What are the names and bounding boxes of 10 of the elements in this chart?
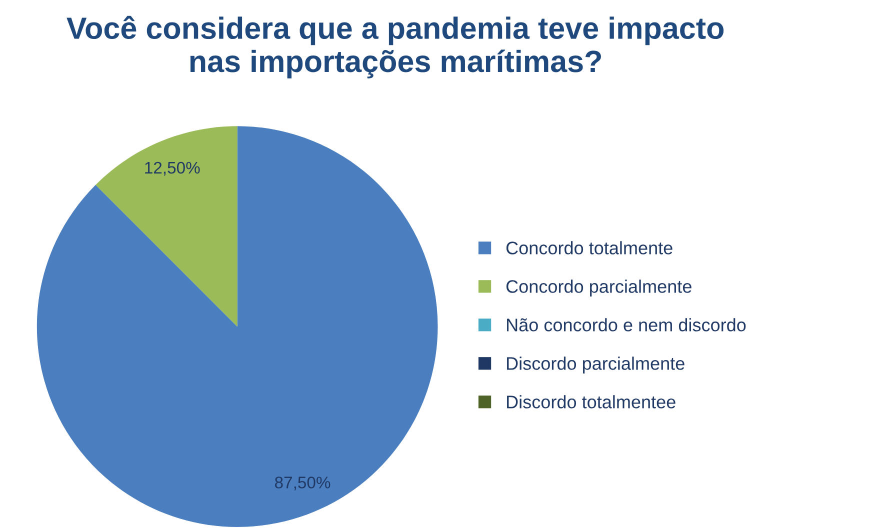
legend-label: Concordo parcialmente bbox=[506, 280, 692, 296]
legend-label: Discordo parcialmente bbox=[507, 356, 684, 374]
data-label: 12,50% bbox=[145, 162, 200, 176]
chart-title: Você considera que a pandemia teve impacto nas importações marítimas? bbox=[66, 16, 724, 78]
data-label: 87,50% bbox=[274, 476, 330, 490]
legend-label: Discordo totalmentee bbox=[507, 395, 676, 408]
legend-label: Não concordo e nem discordo bbox=[507, 318, 746, 332]
legend-label: Concordo totalmente bbox=[506, 241, 672, 254]
pie-slice bbox=[96, 126, 238, 327]
pie-slice bbox=[36, 126, 438, 527]
